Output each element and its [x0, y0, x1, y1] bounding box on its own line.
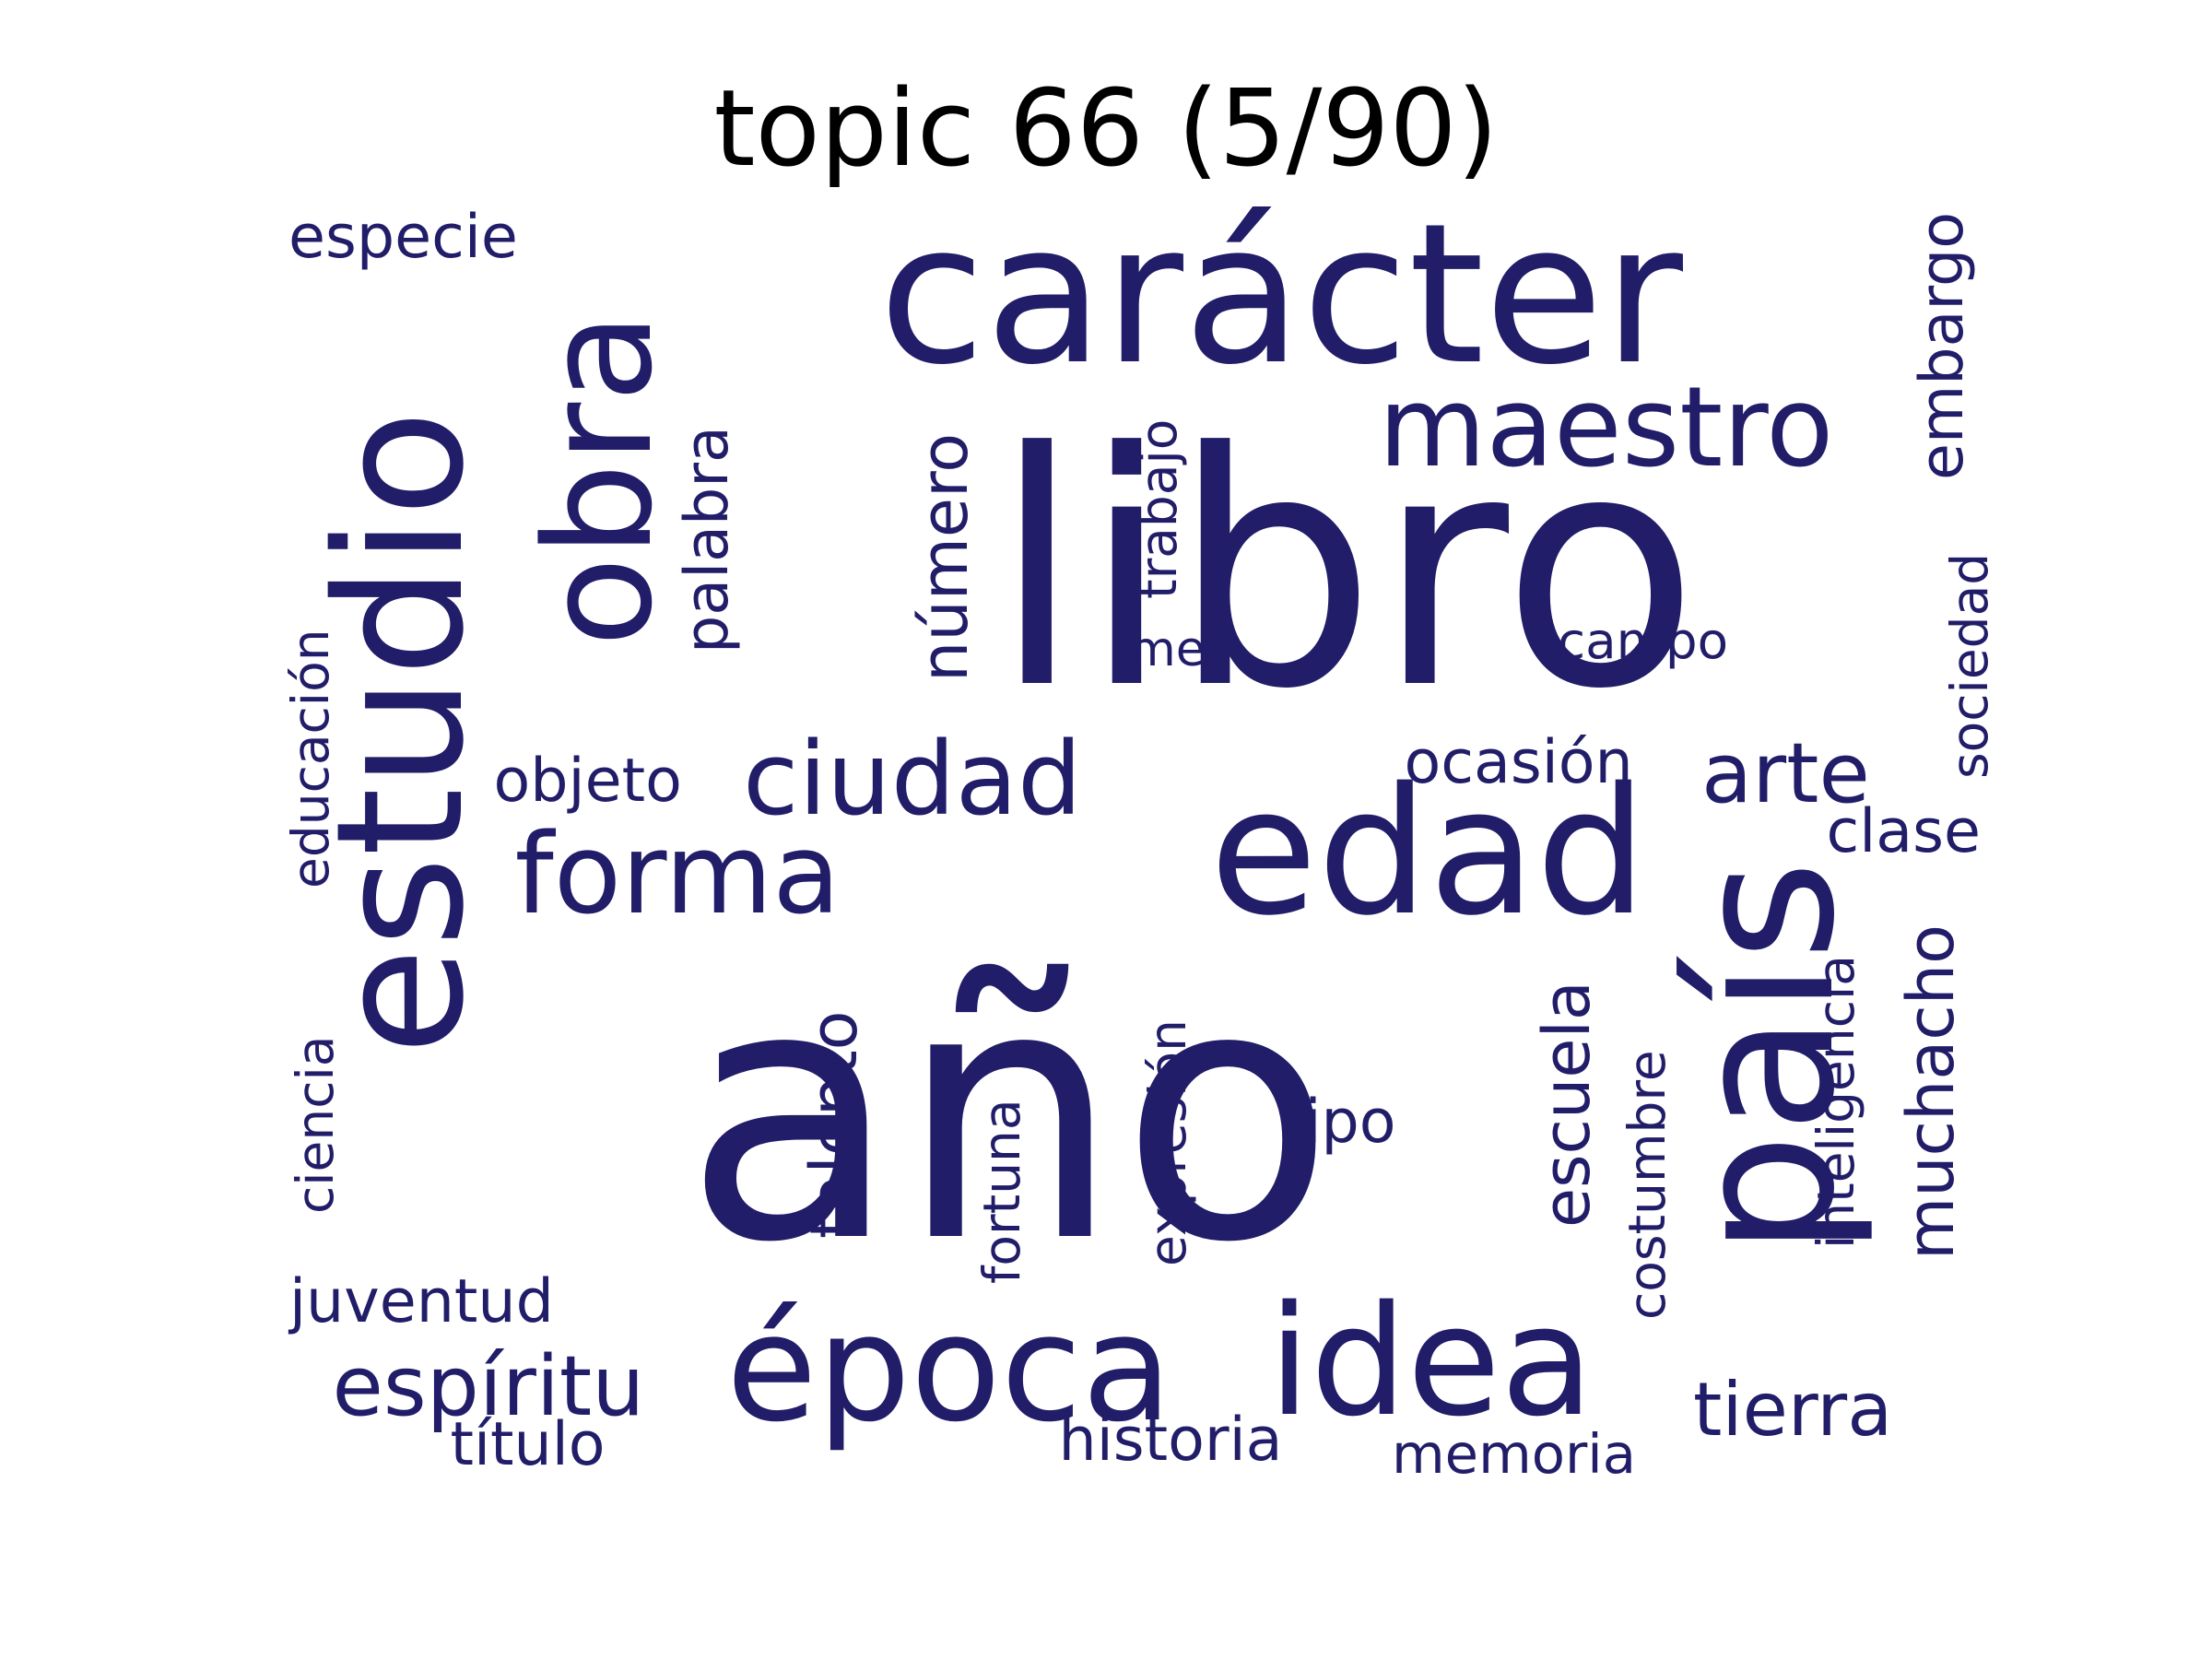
word-ano: año [684, 911, 1335, 1319]
word-numero: número [907, 432, 982, 682]
word-maestro: maestro [1378, 364, 1834, 492]
word-educacion: educación [281, 628, 340, 888]
word-espiritu: espíritu [332, 1338, 645, 1435]
word-tipo: tipo [1281, 1088, 1396, 1157]
word-ocasion: ocasión [1404, 728, 1633, 797]
word-palabra: palabra [673, 425, 742, 653]
word-arte: arte [1701, 725, 1870, 822]
word-epoca: época [726, 1282, 1172, 1454]
word-fortuna: fortuna [972, 1099, 1031, 1284]
word-mes: mes [1129, 622, 1230, 677]
word-obra: obra [512, 312, 685, 647]
word-objeto: objeto [493, 747, 682, 816]
word-tierra: tierra [1693, 1367, 1893, 1453]
word-caracter: carácter [878, 182, 1684, 407]
word-especie: especie [288, 203, 518, 272]
word-inteligencia: inteligencia [1806, 954, 1865, 1249]
word-memoria: memoria [1392, 1422, 1636, 1486]
word-talento: talento [796, 1010, 872, 1240]
word-ciudad: ciudad [743, 720, 1082, 838]
word-escuela: escuela [1529, 980, 1605, 1228]
word-historia: historia [1058, 1406, 1283, 1475]
word-embargo: embargo [1908, 211, 1977, 480]
word-ciencia: ciencia [286, 1035, 345, 1214]
word-costumbre: costumbre [1618, 1049, 1677, 1320]
word-idea: idea [1268, 1273, 1594, 1450]
word-sociedad: sociedad [1940, 552, 1999, 779]
word-muchacho: muchacho [1893, 924, 1969, 1260]
word-juventud: juventud [289, 1267, 554, 1336]
word-edad: edad [1209, 750, 1648, 954]
chart-title: topic 66 (5/90) [713, 67, 1499, 191]
word-libro: libro [992, 383, 1700, 759]
word-campo: campo [1558, 610, 1729, 670]
word-clase: clase [1826, 797, 1981, 866]
word-forma: forma [514, 811, 841, 939]
word-trabajo: trabajo [1129, 418, 1188, 599]
word-expresion: expresión [1138, 1018, 1197, 1266]
word-titulo: título [450, 1410, 606, 1479]
